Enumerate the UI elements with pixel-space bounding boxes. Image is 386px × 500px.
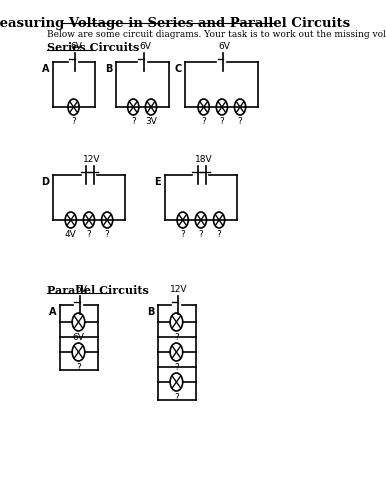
Text: 4V: 4V — [65, 230, 77, 239]
Text: B: B — [105, 64, 112, 74]
Text: 18V: 18V — [195, 155, 213, 164]
Text: 3V: 3V — [145, 117, 157, 126]
Text: ?: ? — [76, 363, 81, 372]
Text: ?: ? — [86, 230, 91, 239]
Text: B: B — [147, 307, 154, 317]
Text: Measuring Voltage in Series and Parallel Circuits: Measuring Voltage in Series and Parallel… — [0, 17, 350, 30]
Text: ?: ? — [220, 117, 224, 126]
Text: A: A — [49, 307, 56, 317]
Text: ?: ? — [174, 333, 179, 342]
Text: 6V: 6V — [70, 42, 82, 51]
Text: ?: ? — [201, 117, 206, 126]
Text: Series Circuits: Series Circuits — [47, 42, 139, 53]
Text: D: D — [41, 177, 49, 187]
Text: 6V: 6V — [219, 42, 230, 51]
Text: ?: ? — [71, 117, 76, 126]
Text: 12V: 12V — [83, 155, 100, 164]
Text: 6V: 6V — [73, 333, 85, 342]
Text: C: C — [175, 64, 182, 74]
Text: 6V: 6V — [75, 285, 87, 294]
Text: Below are some circuit diagrams. Your task is to work out the missing voltages.: Below are some circuit diagrams. Your ta… — [47, 30, 386, 39]
Text: ?: ? — [174, 363, 179, 372]
Text: ?: ? — [217, 230, 222, 239]
Text: ?: ? — [131, 117, 135, 126]
Text: ?: ? — [180, 230, 185, 239]
Text: 6V: 6V — [139, 42, 151, 51]
Text: ?: ? — [238, 117, 242, 126]
Text: ?: ? — [105, 230, 110, 239]
Text: ?: ? — [174, 393, 179, 402]
Text: ?: ? — [198, 230, 203, 239]
Text: 12V: 12V — [171, 285, 188, 294]
Text: A: A — [42, 64, 49, 74]
Text: E: E — [154, 177, 161, 187]
Text: Parallel Circuits: Parallel Circuits — [47, 285, 149, 296]
